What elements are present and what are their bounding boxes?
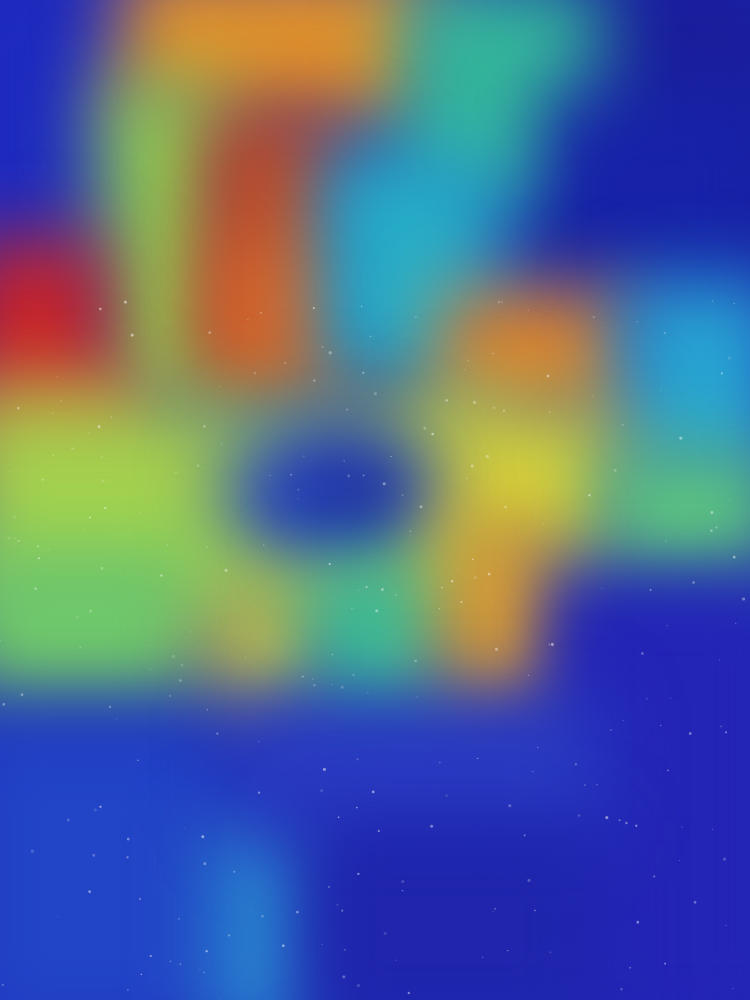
lower-yellow-blob	[200, 590, 330, 710]
center-orange-column	[215, 240, 325, 390]
far-right-green-band	[600, 450, 750, 580]
right-orange-region	[440, 290, 630, 410]
central-navy-core	[300, 450, 410, 550]
lower-left-green	[0, 540, 200, 700]
bottom-navy-region	[300, 820, 600, 1000]
dust-speck	[373, 392, 377, 396]
dust-speck	[206, 709, 208, 711]
bottom-center-blue	[240, 700, 600, 840]
upper-right-blue	[540, 90, 750, 310]
lower-orange-column	[440, 520, 550, 710]
dust-speck	[108, 705, 112, 708]
lower-teal-region	[310, 560, 450, 720]
dust-speck	[550, 642, 554, 646]
bottom-left-blue	[0, 720, 220, 1000]
dust-speck	[2, 702, 6, 706]
right-cyan-region	[620, 280, 750, 480]
